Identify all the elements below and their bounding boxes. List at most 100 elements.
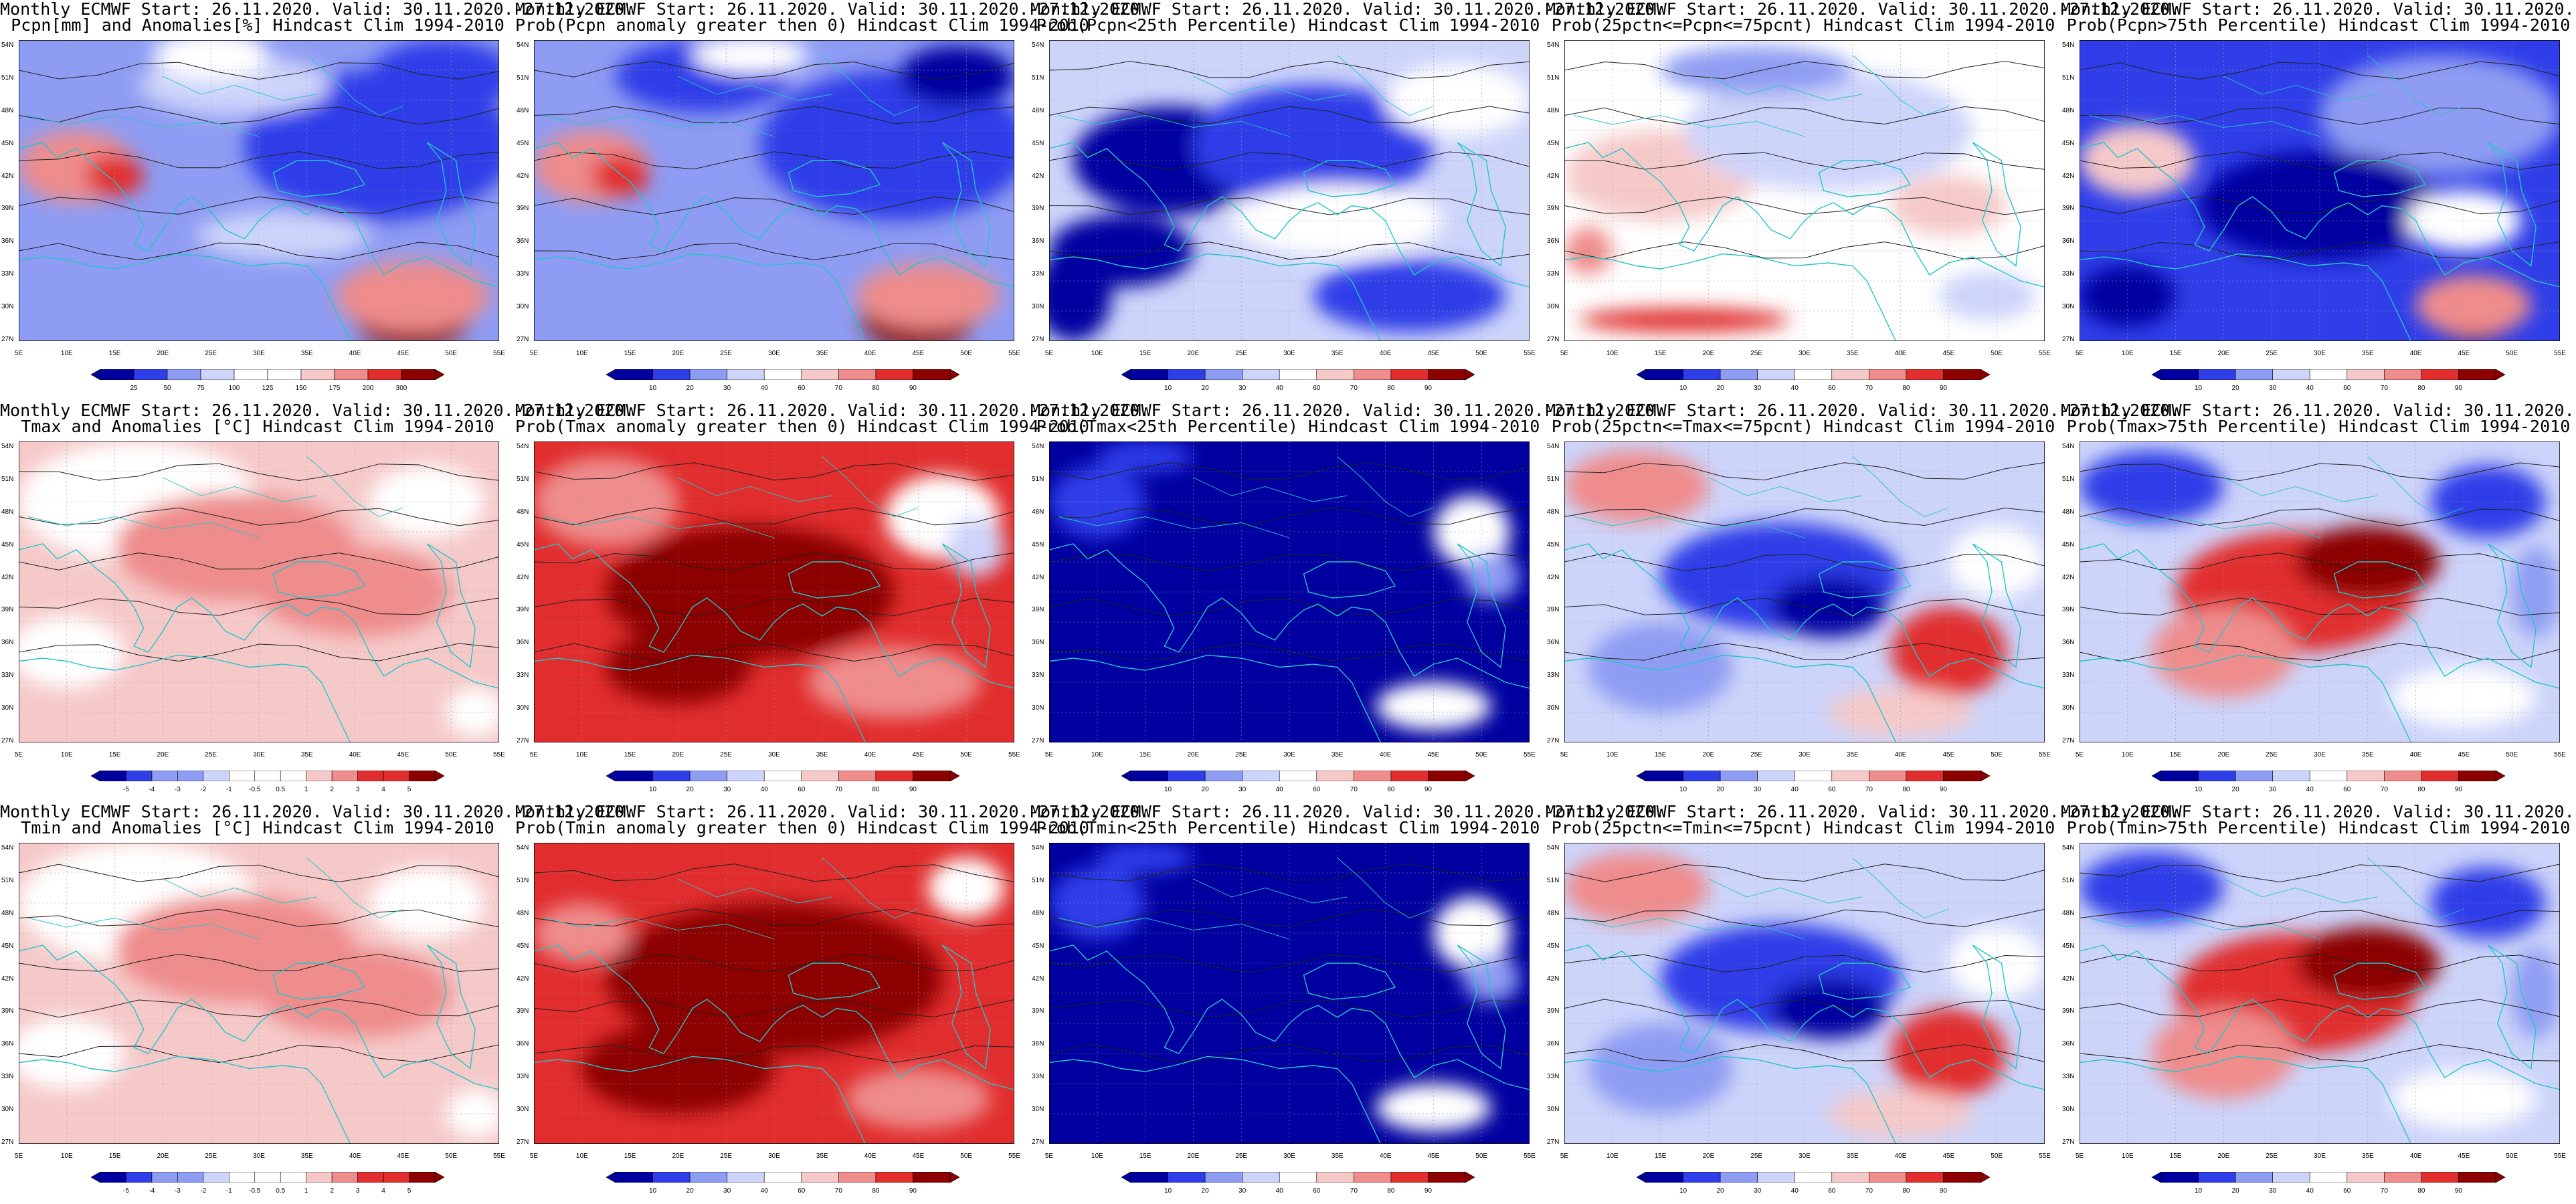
latitude-label: 42N: [517, 172, 529, 180]
colorbar-swatch: [2458, 369, 2496, 380]
panel-title-line1: Monthly ECMWF Start: 26.11.2020. Valid: …: [2061, 401, 2576, 420]
colorbar-tick-label: 80: [1902, 786, 1910, 793]
longitude-label: 15E: [2169, 751, 2182, 759]
latitude-label: 51N: [517, 475, 529, 483]
colorbar-swatch: [615, 369, 653, 380]
longitude-label: 50E: [445, 751, 458, 759]
latitude-label: 39N: [517, 1007, 529, 1015]
colorbar-tick-label: -1: [225, 1187, 232, 1195]
colorbar-tick-label: 80: [872, 385, 880, 392]
longitude-label: 15E: [624, 350, 636, 357]
longitude-label: 45E: [912, 751, 925, 759]
forecast-panel: Monthly ECMWF Start: 26.11.2020. Valid: …: [2061, 0, 2576, 401]
colorbar-tick-label: 40: [2306, 1187, 2314, 1195]
colorbar-tick-label: 70: [1350, 786, 1358, 793]
longitude-label: 5E: [1044, 751, 1054, 759]
colorbar-swatch: [1354, 771, 1392, 781]
latitude-label: 27N: [2062, 336, 2075, 343]
forecast-panel: Monthly ECMWF Start: 26.11.2020. Valid: …: [2061, 401, 2576, 803]
longitude-label: 20E: [2217, 751, 2230, 759]
colorbar-swatch: [1354, 1172, 1392, 1183]
latitude-label: 48N: [1547, 508, 1560, 516]
latitude-label: 51N: [517, 876, 529, 884]
longitude-label: 5E: [529, 1152, 539, 1160]
panel-title-line2: Prob(25pctn<=Pcpn<=75pcnt) Hindcast Clim…: [1551, 15, 2055, 35]
latitude-label: 48N: [1, 106, 14, 114]
colorbar-swatch: [2235, 771, 2273, 781]
latitude-label: 48N: [517, 909, 529, 917]
latitude-label: 30N: [1032, 704, 1044, 712]
longitude-label: 55E: [2554, 1152, 2566, 1160]
colorbar-swatch: [151, 771, 178, 781]
contour-lines: [1564, 462, 2045, 661]
latitude-label: 54N: [2062, 443, 2075, 450]
colorbar-tick-label: 10: [2194, 1187, 2203, 1195]
anomaly-field: [2080, 450, 2560, 728]
colorbar-tick-label: -3: [174, 786, 181, 793]
latitude-label: 42N: [1032, 573, 1044, 581]
longitude-label: 15E: [1139, 350, 1152, 357]
colorbar-tick-label: 70: [1865, 1187, 1873, 1195]
field-region: [1660, 46, 1853, 94]
field-region: [1385, 64, 1530, 136]
colorbar-tick-label: 60: [1828, 1187, 1836, 1195]
colorbar-swatch: [763, 1172, 802, 1183]
latitude-label: 45N: [1032, 942, 1044, 950]
longitude-label: 45E: [912, 1152, 925, 1160]
colorbar-tick-label: 40: [760, 1187, 768, 1195]
latitude-label: 54N: [1032, 443, 1044, 450]
longitude-label: 25E: [205, 1152, 217, 1160]
field-region: [369, 466, 485, 538]
latitude-label: 33N: [517, 270, 529, 278]
colorbar-tick-label: 60: [798, 1187, 806, 1195]
coastlines: [2080, 456, 2560, 742]
colorbar-swatch: [1204, 369, 1243, 380]
panel-title-line2: Prob(Tmax>75th Percentile) Hindcast Clim…: [2066, 417, 2571, 436]
latitude-label: 45N: [1, 942, 14, 950]
longitude-label: 50E: [960, 350, 973, 357]
longitude-label: 15E: [1654, 751, 1667, 759]
longitude-label: 55E: [2554, 751, 2566, 759]
colorbar-swatch: [2384, 369, 2422, 380]
latitude-label: 36N: [1547, 639, 1560, 647]
longitude-label: 35E: [1846, 1152, 1859, 1160]
field-region: [1462, 954, 1520, 1003]
latitude-label: 54N: [1547, 41, 1560, 49]
field-region: [163, 1032, 403, 1105]
coastlines: [19, 858, 499, 1144]
longitude-label: 35E: [1331, 350, 1344, 357]
colorbar-swatch: [801, 771, 839, 781]
colorbar-swatch: [2160, 1172, 2199, 1183]
forecast-panel: Monthly ECMWF Start: 26.11.2020. Valid: …: [1030, 803, 1665, 1204]
latitude-label: 54N: [1032, 844, 1044, 851]
colorbar-tick-label: 30: [1754, 786, 1762, 793]
colorbar-tick-label: 30: [723, 786, 731, 793]
anomaly-field: [2080, 851, 2560, 1129]
longitude-label: 25E: [720, 350, 733, 357]
colorbar-swatch: [1242, 1172, 1280, 1183]
colorbar-swatch: [1316, 1172, 1354, 1183]
latitude-label: 30N: [1, 704, 14, 712]
longitude-label: 10E: [575, 751, 588, 759]
field-region: [1578, 308, 1790, 332]
longitude-label: 10E: [60, 1152, 73, 1160]
colorbar-tick-label: 80: [1387, 786, 1395, 793]
colorbar-swatch: [875, 771, 913, 781]
colorbar-tick-label: 10: [1679, 786, 1687, 793]
longitude-label: 45E: [397, 350, 409, 357]
field-region: [591, 155, 650, 197]
longitude-label: 50E: [960, 1152, 973, 1160]
colorbar-tick-label: 80: [1902, 1187, 1910, 1195]
colorbar-tick-label: 40: [1790, 1187, 1799, 1195]
latitude-label: 27N: [1, 1138, 14, 1146]
latitude-label: 51N: [2062, 475, 2075, 483]
colorbar-tick-label: 125: [262, 385, 274, 392]
coastlines: [1049, 55, 1530, 341]
field-region: [856, 263, 1000, 329]
colorbar-tick-label: 70: [834, 1187, 842, 1195]
colorbar-swatch: [838, 771, 877, 781]
latitude-label: 39N: [1032, 1007, 1044, 1015]
colorbar-tick-label: 30: [723, 385, 731, 392]
longitude-label: 20E: [1187, 751, 1200, 759]
